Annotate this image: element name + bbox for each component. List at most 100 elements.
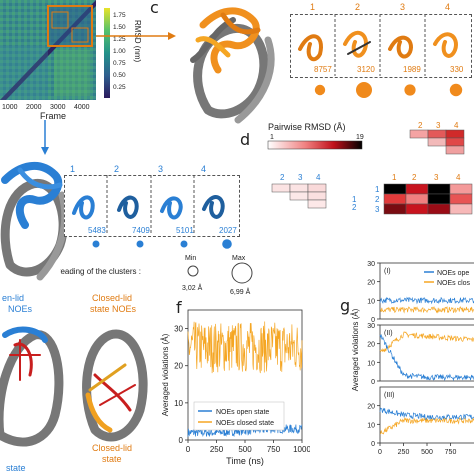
colorbar-tick: 1.25 [113,36,126,43]
y-axis-label: Averaged violations (Å) [161,333,170,416]
blue-row-id: 1 [352,195,357,204]
colorbar [104,8,110,98]
legend-entry: NOEs open state [216,409,269,416]
open-lid-label: en-lid [2,293,24,303]
colorbar-tick: 1.50 [113,24,126,31]
max-value: 6,99 Å [230,287,251,296]
subplot-label: (II) [384,330,393,337]
cluster-count: 330 [450,65,464,74]
cluster-count: 7409 [132,226,150,235]
cluster-size-dot [180,240,188,248]
noe-structures-panel: en-lid NOEs Closed-lid state NOEs Closed… [0,293,148,473]
x-axis-label: Time (ns) [226,456,264,466]
cluster-size-dot [449,83,463,97]
closed-lid-bottom: Closed-lid [92,443,132,453]
blue-col-id: 3 [298,173,303,182]
orange-cluster-structures [298,14,458,76]
cluster-count: 3120 [357,65,375,74]
x-tick: 2000 [26,104,42,111]
y-tick-label: 20 [174,362,183,371]
y-tick-label: 0 [179,436,184,445]
legend: NOEs open state NOEs closed state [193,401,285,431]
orange-col-id: 3 [436,121,441,130]
orange-col-id: 2 [418,121,423,130]
x-tick-label: 1000 [293,445,310,454]
min-circle [187,265,199,277]
protein-structure-orange [190,7,275,124]
colorbar-label: RMSD (nm) [133,20,142,63]
cluster-id: 3 [400,2,405,12]
colorbar-tick: 0.25 [113,84,126,91]
legend-max: 19 [356,134,364,141]
x-tick-label: 500 [421,449,433,456]
min-label: Min [185,255,196,262]
y-tick-label: 20 [367,342,375,349]
legend-title: Pairwise RMSD (Å) [268,122,346,132]
spreading-label: Spreading of the clusters : [60,267,141,276]
max-label: Max [232,255,246,262]
x-tick-label: 250 [398,449,410,456]
blue-col-id: 4 [316,173,321,182]
cluster-id: 1 [70,164,75,174]
blue-cluster-labels: 1 2 3 4 5483 7409 5101 2027 Spreading of… [60,164,253,296]
series-line [187,321,303,374]
cluster-id: 4 [445,2,450,12]
y-tick-label: 10 [367,298,375,305]
open-state-bottom: state [6,463,26,473]
x-tick-label: 250 [210,445,224,454]
subplot-label: (I) [384,268,391,275]
colorbar-tick: 1.75 [113,12,126,19]
heatmap-grid [0,0,96,100]
x-tick-label: 0 [186,445,191,454]
cluster-size-dot [314,84,326,96]
panel-letter-g: g [340,296,351,315]
colorbar-tick: 0.75 [113,60,126,67]
cluster-size-dot [222,239,232,249]
open-lid-label-2: NOEs [8,304,33,314]
cluster-size-dot [404,84,416,96]
cluster-boxes-orange [290,14,472,78]
panel-letter-f: f [176,298,182,317]
protein-structure-blue [0,162,69,281]
series-line [379,296,474,305]
rmsd-heatmap-panel: 1.75 1.50 1.25 1.00 0.75 0.50 0.25 RMSD … [0,0,142,120]
y-tick-label: 20 [367,404,375,411]
legend-gradient [267,140,363,150]
y-tick-label: 0 [371,379,375,386]
blue-row-id: 2 [352,203,357,212]
x-tick-label: 0 [378,449,382,456]
legend-entry: NOEs ope [437,270,469,277]
series-line [379,407,474,421]
y-tick-label: 30 [174,325,183,334]
y-tick-label: 20 [367,280,375,287]
closed-lid-label: Closed-lid [92,293,132,303]
x-tick: 1000 [2,104,18,111]
x-tick: 3000 [50,104,66,111]
closed-state-bottom: state [102,454,122,464]
y-tick-label: 10 [367,422,375,429]
y-tick-label: 10 [174,399,183,408]
legend: NOEs ope NOEs clos [424,270,471,287]
cluster-count: 5483 [88,226,106,235]
cluster-count: 2027 [219,226,237,235]
blue-col-id: 2 [280,173,285,182]
violations-chart-g: 0 10 20 30 (I) NOEs ope NOEs clos 0 10 20 30 (II) 0 1… [351,261,474,456]
cluster-count: 1989 [403,65,421,74]
cluster-id: 1 [310,2,315,12]
orange-col-id: 4 [454,121,459,130]
cluster-count: 5101 [176,226,194,235]
min-value: 3,02 Å [182,283,203,292]
y-tick-label: 0 [371,317,375,324]
cluster-size-dot [136,240,144,248]
pairwise-rmsd-panel: Pairwise RMSD (Å) 1 19 2 3 4 2 3 4 1 2 3… [267,121,473,215]
y-tick-label: 0 [371,441,375,448]
x-axis-label: Frame [40,111,66,120]
cluster-id: 2 [355,2,360,12]
x-tick: 4000 [74,104,90,111]
orange-large-col-id: 2 [412,173,417,182]
closed-lid-label-2: state NOEs [90,304,137,314]
series-line [379,331,474,353]
legend-entry: NOEs clos [437,280,471,287]
orange-large-col-id: 3 [434,173,439,182]
